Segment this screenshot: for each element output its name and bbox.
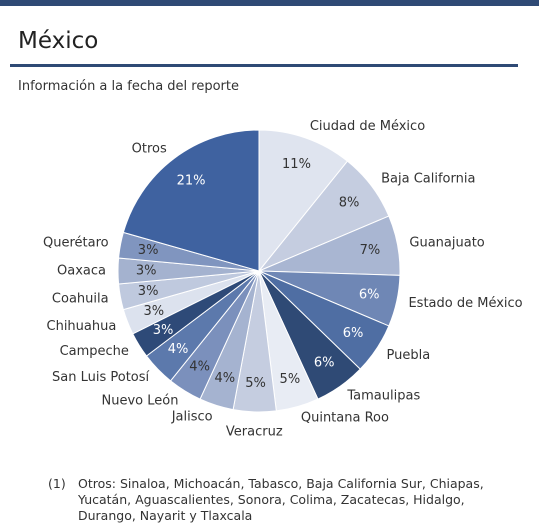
category-label: Querétaro (43, 235, 109, 250)
footnote: (1) Otros: Sinaloa, Michoacán, Tabasco, … (48, 476, 488, 524)
page-title: México (18, 28, 99, 54)
footnote-marker: (1) (48, 476, 66, 491)
pie-slice (122, 129, 260, 272)
category-label: Otros (132, 141, 167, 156)
value-label: 4% (189, 359, 210, 374)
category-label: Baja California (381, 171, 475, 186)
category-label: Ciudad de México (310, 119, 425, 134)
value-label: 5% (245, 376, 266, 391)
value-label: 5% (280, 372, 301, 387)
category-label: Tamaulipas (346, 388, 420, 403)
value-label: 11% (282, 157, 311, 172)
category-label: Guanajuato (409, 235, 484, 250)
title-rule (10, 64, 518, 67)
category-label: Campeche (60, 344, 129, 359)
category-label: Veracruz (226, 424, 283, 439)
category-label: Chihuahua (47, 319, 117, 334)
category-label: Quintana Roo (301, 411, 389, 426)
value-label: 3% (138, 284, 159, 299)
value-label: 6% (314, 356, 335, 371)
chart: 11% Ciudad de México 8% Baja California 7% Gu… (43, 119, 523, 439)
top-bar (0, 0, 539, 6)
value-label: 3% (153, 323, 174, 338)
value-label: 21% (177, 173, 206, 188)
category-label: San Luis Potosí (52, 370, 150, 385)
value-label: 3% (144, 304, 165, 319)
category-label: Coahuila (52, 292, 109, 307)
value-label: 4% (168, 342, 189, 357)
category-label: Jalisco (171, 409, 213, 424)
category-label: Estado de México (408, 296, 522, 311)
value-label: 6% (343, 326, 364, 341)
footnote-text: Otros: Sinaloa, Michoacán, Tabasco, Baja… (78, 476, 484, 523)
value-label: 8% (339, 196, 360, 211)
category-label: Oaxaca (57, 264, 106, 279)
value-label: 4% (214, 371, 235, 386)
category-label: Nuevo León (102, 394, 179, 409)
value-label: 3% (138, 243, 159, 258)
category-label: Puebla (387, 348, 431, 363)
pie-slice (258, 129, 349, 273)
chart-subtitle: Información a la fecha del reporte (18, 79, 239, 94)
value-label: 3% (136, 264, 157, 279)
value-label: 7% (360, 243, 381, 258)
value-label: 6% (359, 288, 380, 303)
